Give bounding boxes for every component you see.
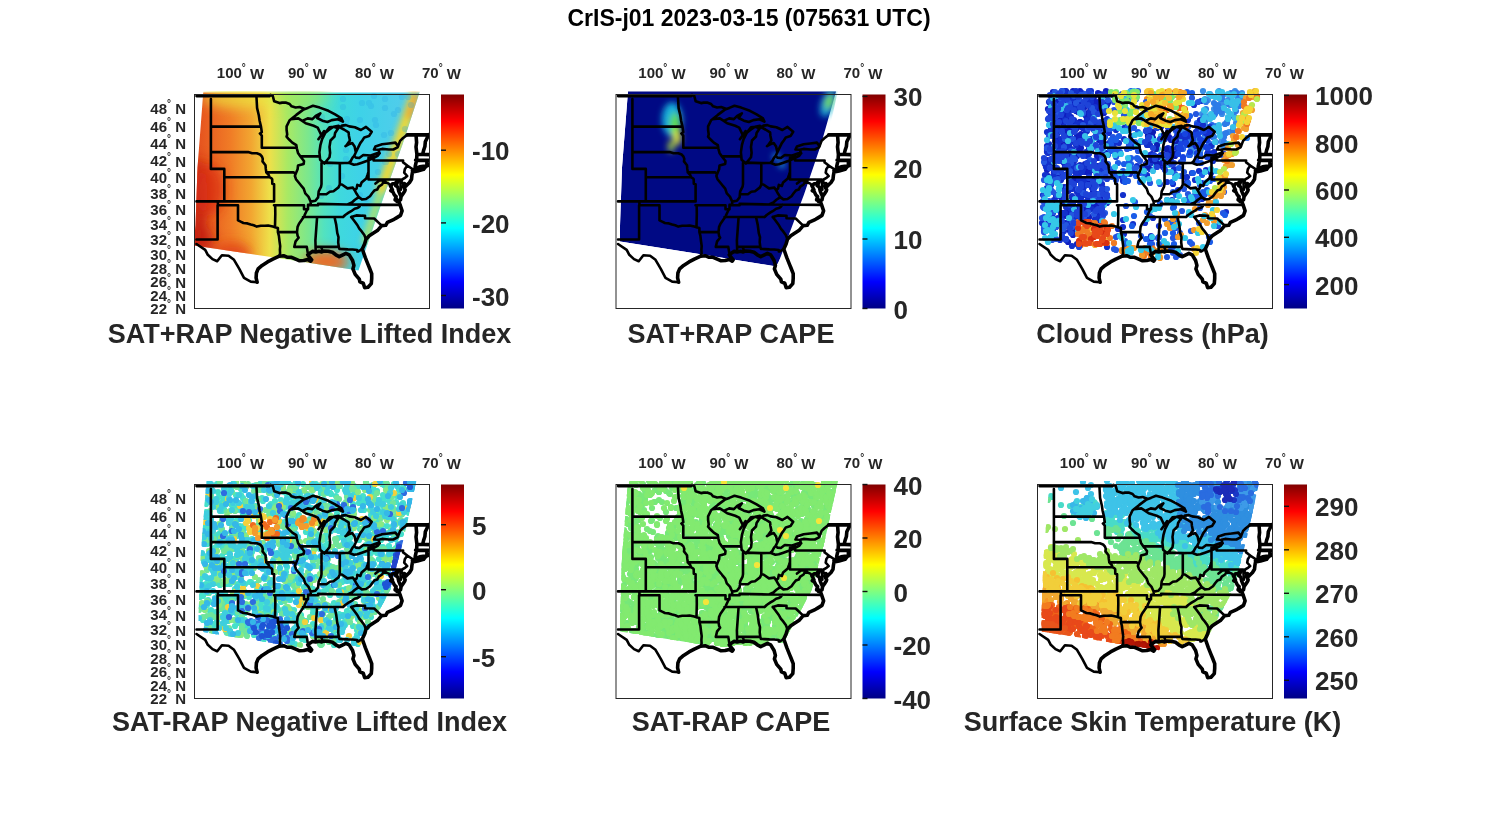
svg-text:20: 20	[894, 524, 923, 554]
svg-text:SAT+RAP CAPE: SAT+RAP CAPE	[628, 319, 835, 349]
svg-text:80° W: 80° W	[1198, 451, 1238, 471]
svg-text:90° W: 90° W	[1131, 61, 1171, 81]
svg-text:290: 290	[1315, 492, 1358, 522]
svg-text:100° W: 100° W	[1060, 451, 1108, 471]
svg-text:SAT-RAP CAPE: SAT-RAP CAPE	[632, 707, 831, 737]
svg-text:70° W: 70° W	[422, 451, 462, 471]
svg-text:-20: -20	[472, 209, 510, 239]
svg-text:SAT-RAP Negative Lifted Index: SAT-RAP Negative Lifted Index	[112, 707, 507, 737]
svg-text:80° W: 80° W	[1198, 61, 1238, 81]
svg-text:280: 280	[1315, 536, 1358, 566]
svg-text:90° W: 90° W	[288, 61, 328, 81]
svg-text:0: 0	[472, 576, 486, 606]
svg-text:-20: -20	[894, 631, 932, 661]
svg-text:20: 20	[894, 154, 923, 184]
svg-text:0: 0	[894, 578, 908, 608]
svg-text:70° W: 70° W	[843, 61, 883, 81]
svg-text:CrIS-j01 2023-03-15 (075631 UT: CrIS-j01 2023-03-15 (075631 UTC)	[567, 5, 930, 31]
svg-text:70° W: 70° W	[1265, 451, 1305, 471]
svg-text:80° W: 80° W	[355, 451, 395, 471]
svg-text:100° W: 100° W	[217, 451, 265, 471]
svg-text:10: 10	[894, 225, 923, 255]
svg-text:400: 400	[1315, 223, 1358, 253]
svg-text:-40: -40	[894, 685, 932, 715]
svg-text:0: 0	[894, 295, 908, 325]
svg-text:100° W: 100° W	[638, 61, 686, 81]
svg-text:30: 30	[894, 82, 923, 112]
svg-text:-10: -10	[472, 136, 510, 166]
svg-text:90° W: 90° W	[1131, 451, 1171, 471]
svg-text:-5: -5	[472, 643, 495, 673]
svg-text:100° W: 100° W	[638, 451, 686, 471]
svg-text:100° W: 100° W	[1060, 61, 1108, 81]
svg-text:70° W: 70° W	[422, 61, 462, 81]
svg-text:90° W: 90° W	[709, 451, 749, 471]
svg-text:270: 270	[1315, 579, 1358, 609]
svg-text:800: 800	[1315, 129, 1358, 159]
svg-text:250: 250	[1315, 666, 1358, 696]
svg-text:Cloud Press (hPa): Cloud Press (hPa)	[1036, 319, 1269, 349]
svg-text:-30: -30	[472, 282, 510, 312]
svg-text:260: 260	[1315, 623, 1358, 653]
svg-text:SAT+RAP Negative Lifted Index: SAT+RAP Negative Lifted Index	[108, 319, 511, 349]
svg-text:90° W: 90° W	[288, 451, 328, 471]
svg-text:200: 200	[1315, 271, 1358, 301]
svg-text:70° W: 70° W	[1265, 61, 1305, 81]
svg-text:600: 600	[1315, 176, 1358, 206]
svg-text:70° W: 70° W	[843, 451, 883, 471]
svg-text:80° W: 80° W	[355, 61, 395, 81]
svg-text:90° W: 90° W	[709, 61, 749, 81]
svg-text:40: 40	[894, 471, 923, 501]
svg-text:1000: 1000	[1315, 81, 1373, 111]
svg-text:80° W: 80° W	[776, 451, 816, 471]
svg-text:5: 5	[472, 511, 486, 541]
svg-text:100° W: 100° W	[217, 61, 265, 81]
svg-text:Surface Skin Temperature (K): Surface Skin Temperature (K)	[964, 707, 1342, 737]
svg-text:80° W: 80° W	[776, 61, 816, 81]
